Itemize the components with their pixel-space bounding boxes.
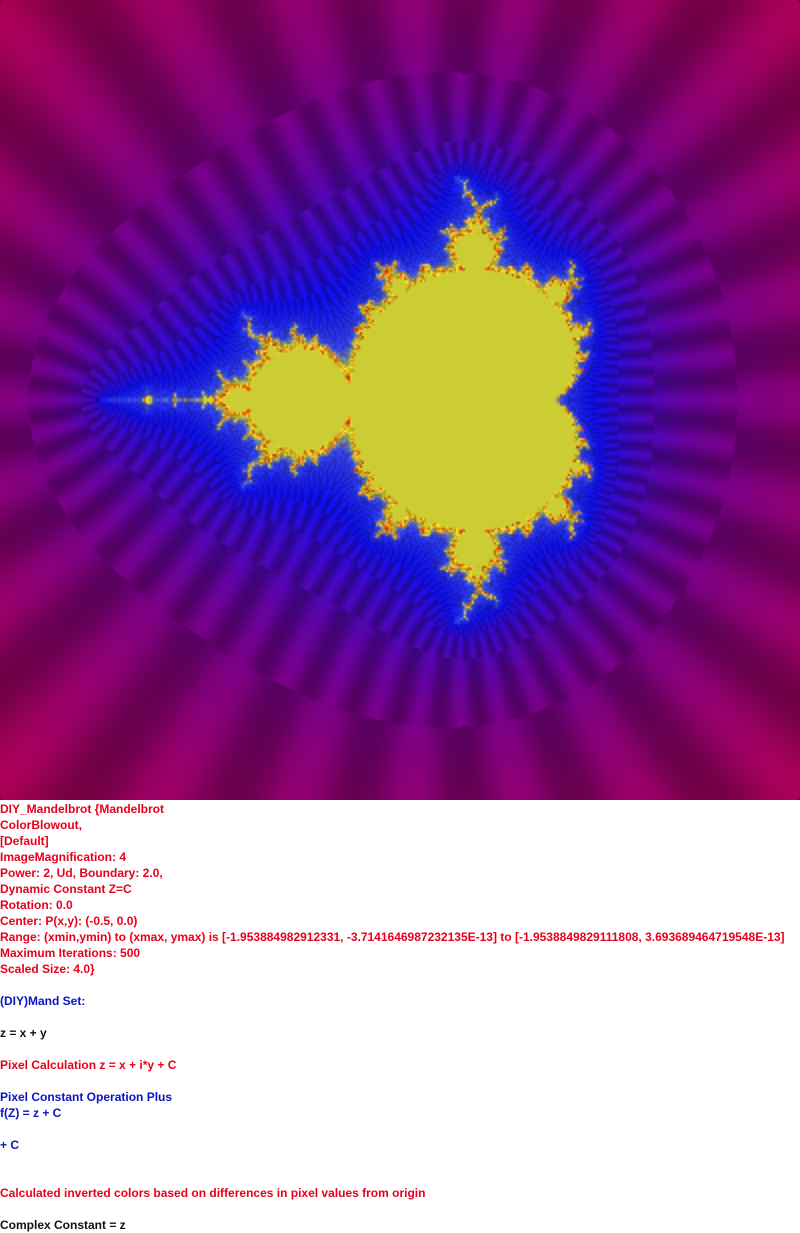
info-f-z: f(Z) = z + C	[0, 1106, 62, 1120]
info-inverted-colors: Calculated inverted colors based on diff…	[0, 1186, 426, 1200]
info-color-mode: ColorBlowout,	[0, 818, 82, 832]
info-max-iterations: Maximum Iterations: 500	[0, 946, 141, 960]
info-range: Range: (xmin,ymin) to (xmax, ymax) is [-…	[0, 930, 785, 944]
info-set-name: (DIY)Mand Set:	[0, 994, 86, 1008]
info-pixel-operation: Pixel Constant Operation Plus	[0, 1090, 173, 1104]
fractal-info-panel: DIY_Mandelbrot {Mandelbrot ColorBlowout,…	[0, 801, 800, 1233]
info-magnification: ImageMagnification: 4	[0, 850, 127, 864]
info-pixel-calculation: Pixel Calculation z = x + i*y + C	[0, 1058, 177, 1072]
fractal-image	[0, 0, 800, 800]
info-palette: [Default]	[0, 834, 49, 848]
info-power: Power: 2, Ud, Boundary: 2.0,	[0, 866, 163, 880]
info-scaled-size: Scaled Size: 4.0}	[0, 962, 95, 976]
info-complex-constant: Complex Constant = z	[0, 1218, 126, 1232]
info-title: DIY_Mandelbrot {Mandelbrot	[0, 802, 165, 816]
info-plus-c: + C	[0, 1138, 20, 1152]
info-dynamic-constant: Dynamic Constant Z=C	[0, 882, 132, 896]
info-rotation: Rotation: 0.0	[0, 898, 73, 912]
mandelbrot-canvas	[0, 0, 800, 800]
info-center: Center: P(x,y): (-0.5, 0.0)	[0, 914, 138, 928]
info-z-definition: z = x + y	[0, 1026, 47, 1040]
